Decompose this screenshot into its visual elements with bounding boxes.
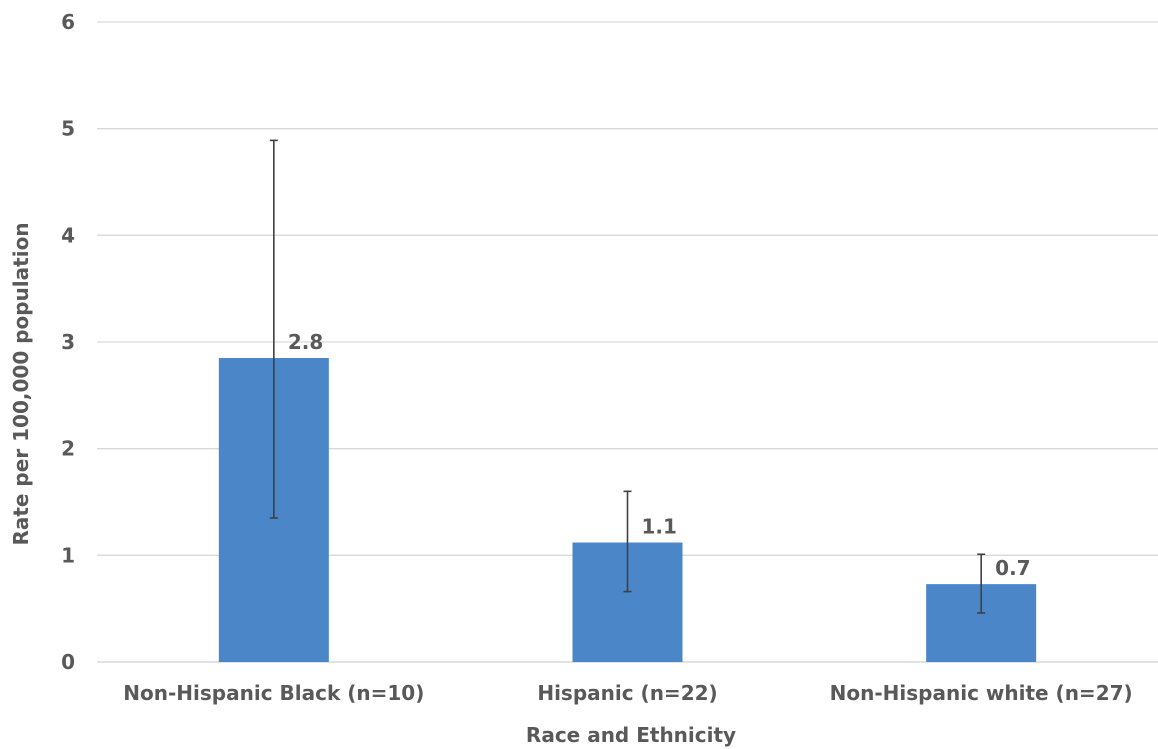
- y-tick-label: 5: [61, 117, 75, 141]
- x-axis-ticks: Non-Hispanic Black (n=10) Hispanic (n=22)…: [123, 681, 1132, 705]
- data-label: 1.1: [642, 515, 677, 539]
- y-tick-label: 0: [61, 650, 75, 674]
- x-tick-label: Non-Hispanic white (n=27): [830, 681, 1133, 705]
- x-tick-label: Hispanic (n=22): [537, 681, 717, 705]
- y-axis-title: Rate per 100,000 population: [9, 222, 33, 545]
- y-tick-label: 1: [61, 543, 75, 567]
- y-tick-label: 3: [61, 330, 75, 354]
- data-labels: 2.8 1.1 0.7: [288, 330, 1031, 580]
- data-label: 0.7: [995, 556, 1030, 580]
- y-tick-label: 2: [61, 437, 75, 461]
- data-label: 2.8: [288, 330, 323, 354]
- y-axis-ticks: 0 1 2 3 4 5 6: [61, 10, 75, 674]
- y-tick-label: 6: [61, 10, 75, 34]
- y-tick-label: 4: [61, 223, 75, 247]
- error-bars: [269, 139, 986, 614]
- x-axis-title: Race and Ethnicity: [526, 723, 736, 747]
- x-tick-label: Non-Hispanic Black (n=10): [123, 681, 424, 705]
